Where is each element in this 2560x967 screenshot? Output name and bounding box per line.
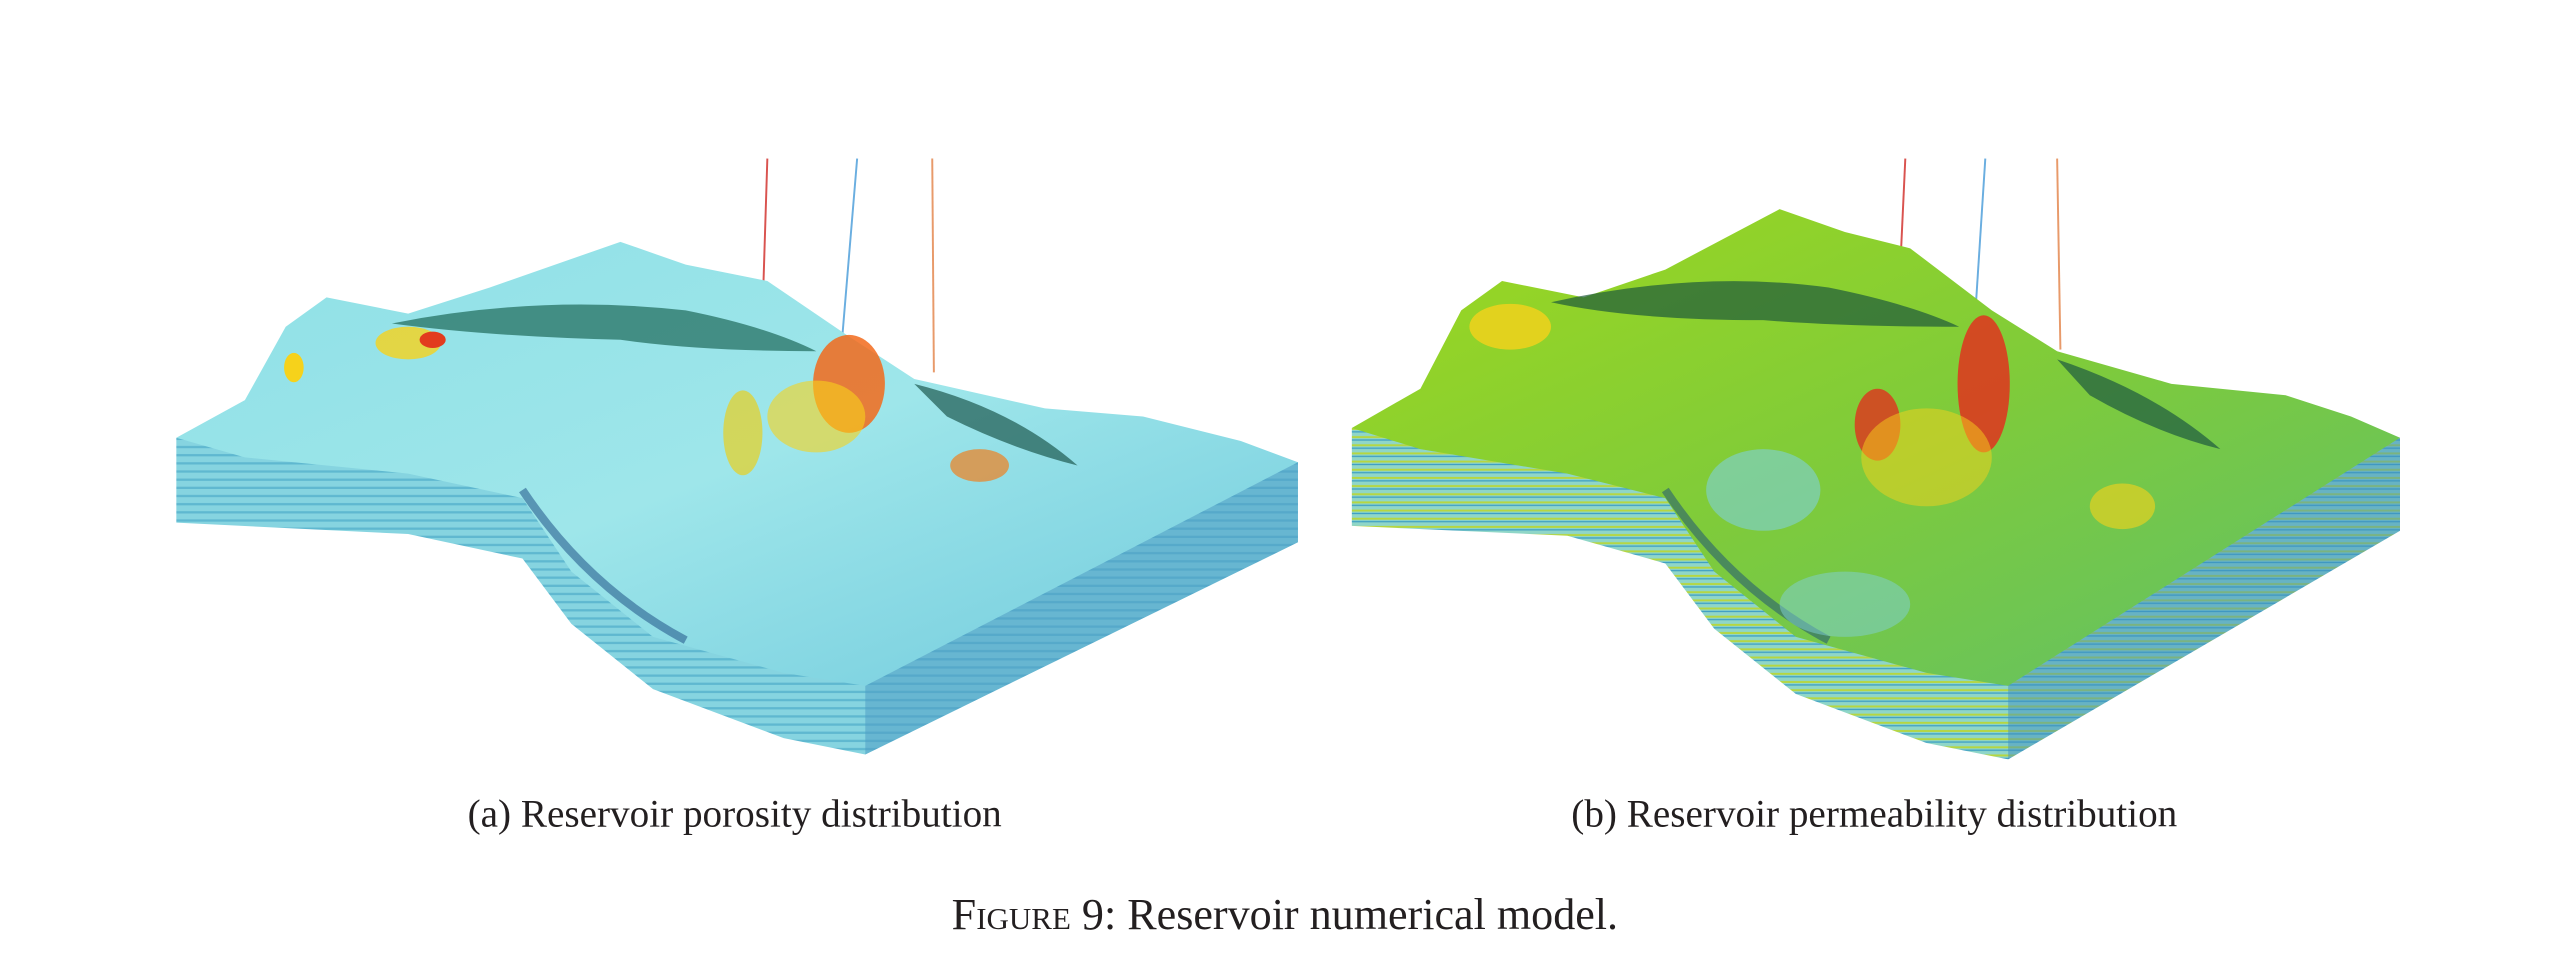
permeability-model (1351, 158, 2400, 760)
panel-caption: (a) Reservoir porosity distribution (468, 792, 1002, 835)
panel-caption: (b) Reservoir permeability distribution (1571, 792, 2177, 835)
porosity-model (176, 158, 1298, 755)
figure-label: Figure 9: (952, 890, 1117, 939)
figure-caption-text: Reservoir numerical model. (1127, 890, 1618, 939)
figure-caption: Figure 9: Reservoir numerical model. (952, 890, 1618, 939)
